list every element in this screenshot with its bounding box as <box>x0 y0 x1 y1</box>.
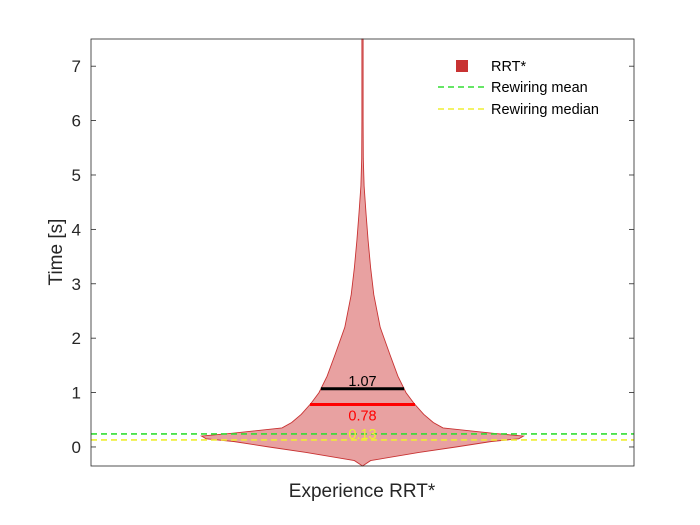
y-tick-label: 0 <box>72 438 81 457</box>
y-tick-label: 3 <box>72 275 81 294</box>
y-axis-label: Time [s] <box>46 219 67 286</box>
y-tick-label: 7 <box>72 57 81 76</box>
legend-label-rrt: RRT* <box>491 59 527 75</box>
y-tick-label: 4 <box>72 220 81 239</box>
y-tick-label: 6 <box>72 112 81 131</box>
y-axis-ticks: 0 1 2 3 4 5 6 7 <box>72 57 634 457</box>
stat-label-median: 0.78 <box>348 409 376 425</box>
legend-swatch-rrt <box>456 60 468 72</box>
stat-label-mean: 1.07 <box>348 374 376 390</box>
x-axis-label: Experience RRT* <box>289 481 436 502</box>
y-tick-label: 2 <box>72 329 81 348</box>
legend-label-rewiring-median: Rewiring median <box>491 102 599 118</box>
violin-body <box>200 38 525 467</box>
legend-label-rewiring-mean: Rewiring mean <box>491 80 588 96</box>
y-tick-label: 1 <box>72 384 81 403</box>
axes-frame <box>90 38 635 467</box>
y-tick-label: 5 <box>72 166 81 185</box>
legend: RRT* Rewiring mean Rewiring median <box>438 59 599 118</box>
reference-label-1: 0.13 <box>348 427 376 443</box>
